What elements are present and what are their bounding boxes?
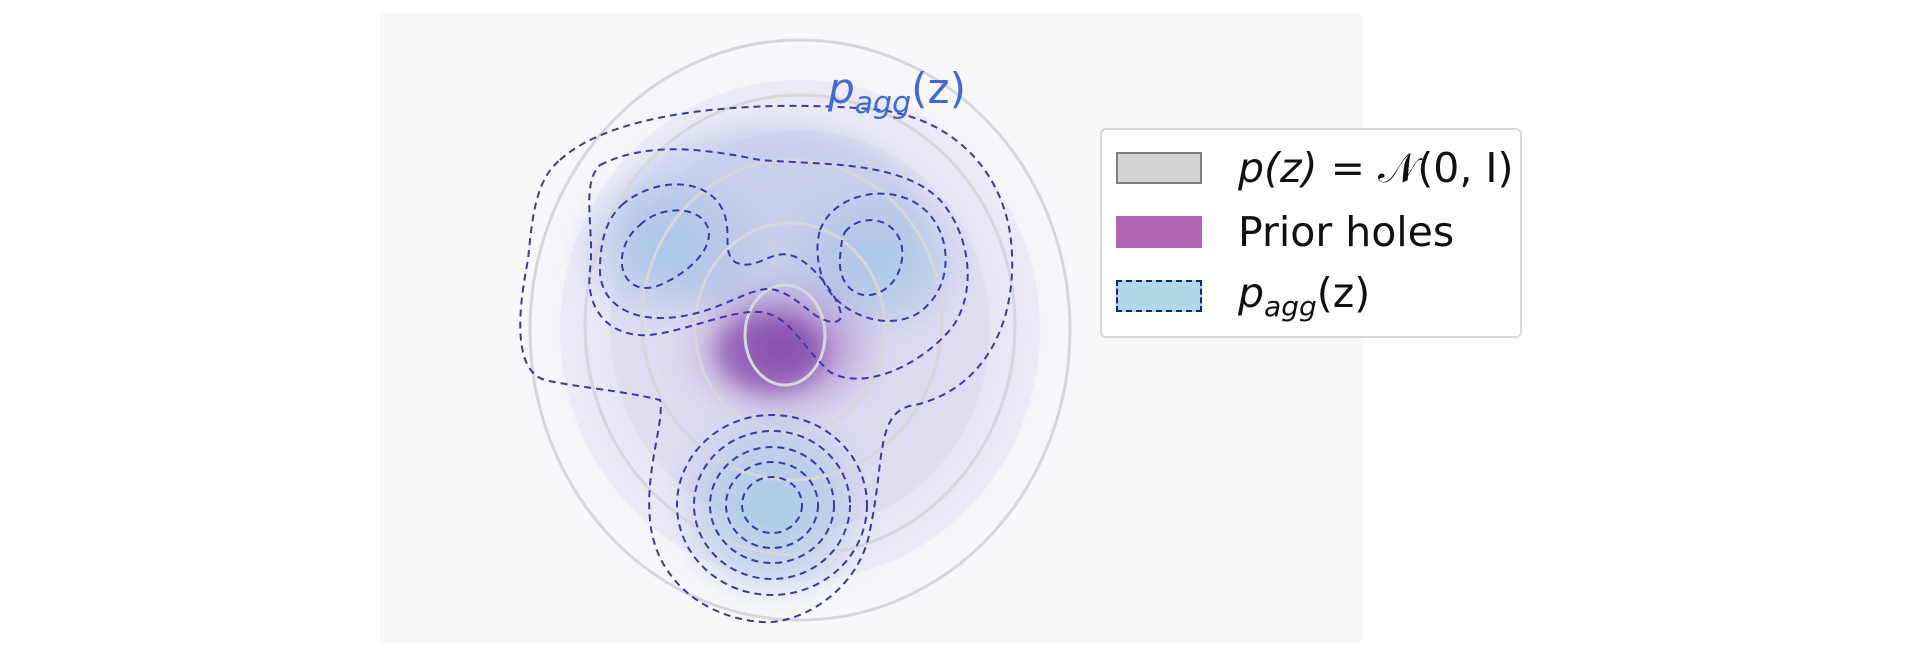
aggregate-posterior-contours bbox=[519, 104, 1014, 624]
legend-label-prior: p(z) = 𝒩(0, I) bbox=[1238, 144, 1513, 193]
aggregate-posterior-label: pagg(z) bbox=[827, 64, 966, 121]
agg-label-subscript: agg bbox=[1264, 290, 1317, 323]
legend-label-aggregate-posterior: pagg(z) bbox=[1238, 269, 1370, 323]
agg-label-base: p bbox=[1238, 269, 1265, 317]
prior-label-symbol: 𝒩 bbox=[1377, 143, 1418, 192]
prior-label-suffix: (0, I) bbox=[1417, 143, 1514, 192]
legend-label-prior-holes: Prior holes bbox=[1238, 208, 1455, 256]
legend-item-aggregate-posterior: pagg(z) bbox=[1116, 269, 1370, 323]
label-arg: (z) bbox=[911, 64, 966, 113]
legend: p(z) = 𝒩(0, I) Prior holes pagg(z) bbox=[1100, 128, 1522, 338]
label-base: p bbox=[827, 64, 855, 113]
prior-hole-region bbox=[672, 268, 892, 428]
legend-item-prior: p(z) = 𝒩(0, I) bbox=[1116, 144, 1513, 192]
prior-label-prefix: p(z) = bbox=[1238, 143, 1378, 192]
legend-item-prior-holes: Prior holes bbox=[1116, 208, 1454, 256]
label-subscript: agg bbox=[855, 86, 911, 121]
aggregate-posterior-swatch bbox=[1116, 280, 1202, 312]
prior-holes-swatch bbox=[1116, 216, 1202, 248]
agg-label-arg: (z) bbox=[1316, 269, 1371, 317]
prior-swatch bbox=[1116, 152, 1202, 184]
